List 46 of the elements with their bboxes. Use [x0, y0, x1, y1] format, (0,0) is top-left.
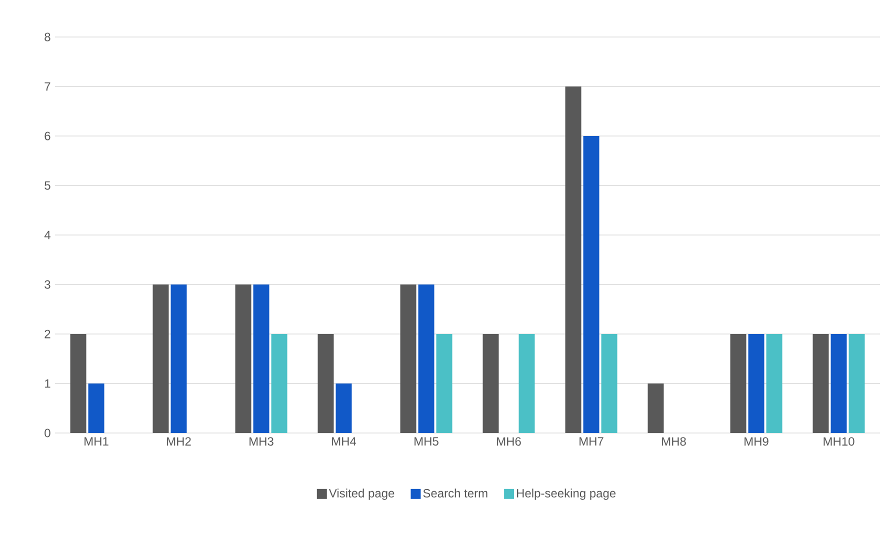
bar	[152, 284, 169, 433]
bar	[848, 334, 865, 433]
x-tick-label: MH1	[84, 437, 108, 446]
bar	[436, 334, 452, 433]
bar	[253, 284, 270, 433]
y-tick-label: 6	[44, 132, 50, 140]
bar	[565, 86, 582, 433]
bar	[418, 284, 434, 433]
bar	[235, 284, 252, 433]
bar	[88, 384, 104, 433]
x-tick-label: MH2	[167, 437, 191, 446]
y-tick-label: 2	[44, 330, 50, 338]
y-tick-label: 5	[44, 181, 50, 190]
bar	[601, 334, 618, 433]
bar	[648, 384, 664, 433]
y-tick-label: 0	[44, 428, 50, 438]
bar	[170, 284, 187, 433]
x-tick-label: MH8	[662, 437, 686, 446]
y-tick-label: 8	[44, 32, 50, 42]
x-tick-label: MH7	[580, 437, 604, 446]
y-tick-label: 4	[44, 230, 50, 240]
bar	[518, 334, 535, 433]
y-tick-label: 7	[44, 82, 50, 91]
x-tick-label: MH6	[497, 437, 521, 446]
y-tick-label: 3	[44, 280, 50, 289]
legend-label: Help-seeking page	[517, 488, 616, 500]
x-tick-label: MH3	[250, 437, 274, 446]
bar	[70, 334, 86, 433]
bar	[748, 334, 764, 433]
bar	[583, 136, 600, 433]
x-tick-label: MH9	[744, 437, 768, 446]
bar	[400, 284, 416, 433]
bar	[318, 334, 334, 433]
legend-label: Visited page	[328, 488, 394, 500]
bar	[766, 334, 782, 433]
x-tick-label: MH10	[824, 437, 854, 446]
x-tick-label: MH5	[414, 437, 438, 446]
y-tick-label: 1	[45, 379, 50, 388]
bar	[730, 334, 746, 433]
bar	[271, 334, 288, 433]
bar	[830, 334, 847, 433]
legend-label: Search term	[423, 488, 488, 498]
bar	[482, 334, 499, 433]
bar	[812, 334, 829, 433]
bar	[336, 384, 352, 433]
x-tick-label: MH4	[332, 437, 356, 446]
